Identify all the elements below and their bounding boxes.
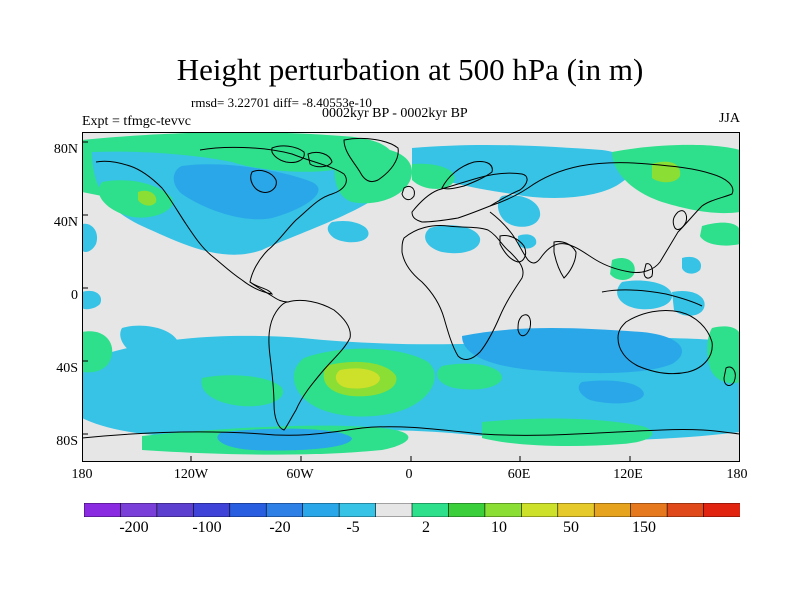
fill-region bbox=[707, 326, 740, 384]
colorbar-swatch bbox=[557, 503, 595, 517]
coastline-indonesia bbox=[601, 289, 703, 307]
coastline-europe bbox=[411, 172, 528, 223]
colorbar-swatch bbox=[375, 503, 413, 517]
colorbar-swatch bbox=[265, 503, 304, 517]
perturbation-fills bbox=[82, 132, 740, 455]
fill-region bbox=[82, 290, 102, 310]
colorbar-swatch bbox=[521, 503, 559, 517]
fill-region bbox=[98, 180, 173, 218]
coastline-madagascar bbox=[517, 314, 531, 337]
colorbar-label: -20 bbox=[269, 519, 291, 536]
lat-tick-label: 40S bbox=[56, 361, 78, 376]
coastline-africa bbox=[401, 225, 524, 360]
fill-region bbox=[437, 363, 502, 390]
fill-region bbox=[120, 325, 179, 361]
fill-region bbox=[672, 290, 705, 316]
colorbar-swatch bbox=[338, 503, 377, 517]
colorbar-swatch bbox=[593, 503, 632, 517]
fill-region bbox=[578, 380, 644, 404]
axis-ticks bbox=[82, 141, 740, 462]
fill-region bbox=[610, 257, 635, 280]
colorbar-swatch bbox=[448, 503, 486, 517]
lat-tick-label: 0 bbox=[71, 288, 78, 303]
fill-region bbox=[462, 328, 682, 374]
fill-region bbox=[82, 223, 98, 252]
coastline-scandinavia bbox=[441, 161, 493, 190]
season-label: JJA bbox=[718, 111, 740, 126]
fill-region bbox=[138, 190, 157, 206]
colorbar-swatch bbox=[302, 503, 340, 517]
fill-region bbox=[617, 280, 673, 310]
coastline-asia bbox=[489, 162, 734, 273]
colorbar-swatch bbox=[193, 503, 231, 517]
coastline-india bbox=[553, 241, 577, 279]
coastline-hudson-bay bbox=[250, 169, 277, 193]
coastline-south-america bbox=[268, 299, 351, 431]
lon-tick-label: 0 bbox=[405, 467, 413, 482]
colorbar-swatch bbox=[666, 503, 705, 517]
colorbar-swatch bbox=[120, 503, 158, 517]
coastline-japan bbox=[672, 210, 687, 230]
colorbar-swatch bbox=[84, 503, 122, 517]
fill-region bbox=[335, 368, 380, 389]
colorbar-swatch bbox=[484, 503, 523, 517]
coastline-central-america bbox=[249, 281, 289, 303]
lon-tick-label: 180 bbox=[71, 467, 93, 482]
colorbar-label: 50 bbox=[563, 519, 579, 536]
colorbar-swatch bbox=[630, 503, 668, 517]
stats-line: rmsd= 3.22701 diff= -8.40553e-10 bbox=[191, 95, 372, 110]
coastline-philippines bbox=[643, 263, 653, 279]
colorbar-swatch bbox=[703, 503, 740, 517]
lon-tick-label: 60W bbox=[286, 467, 314, 482]
map-title: Height perturbation at 500 hPa (in m) bbox=[176, 52, 644, 87]
coastline-arabia bbox=[499, 235, 527, 263]
colorbar-label: -100 bbox=[192, 519, 222, 536]
fill-region bbox=[700, 222, 740, 246]
colorbar-swatch bbox=[156, 503, 195, 517]
colorbar bbox=[84, 503, 740, 517]
fill-region bbox=[201, 375, 283, 407]
colorbar-label: -200 bbox=[119, 519, 149, 536]
coastlines bbox=[82, 137, 740, 439]
fill-region bbox=[173, 164, 319, 220]
fill-region bbox=[334, 147, 412, 204]
fill-region bbox=[82, 331, 113, 373]
colorbar-swatch bbox=[411, 503, 450, 517]
period-label: 0002kyr BP - 0002kyr BP bbox=[322, 106, 468, 121]
coastline-greenland bbox=[343, 137, 399, 183]
lon-tick-label: 120W bbox=[173, 467, 209, 482]
coastline-antarctica bbox=[82, 426, 740, 439]
lat-tick-label: 80N bbox=[53, 142, 78, 157]
colorbar-swatch bbox=[229, 503, 267, 517]
lon-tick-label: 120E bbox=[613, 467, 643, 482]
coastline-arctic-islands bbox=[271, 145, 333, 168]
experiment-label: Expt = tfmgc-tevvc bbox=[82, 114, 191, 129]
fill-region bbox=[425, 225, 481, 254]
colorbar-label: 10 bbox=[491, 519, 507, 536]
fill-region bbox=[412, 163, 455, 189]
colorbar-label: 2 bbox=[422, 519, 430, 536]
lon-tick-label: 60E bbox=[507, 467, 531, 482]
lat-tick-label: 80S bbox=[56, 434, 78, 449]
coastline-australia bbox=[617, 309, 713, 375]
lon-tick-label: 180 bbox=[726, 467, 748, 482]
colorbar-label: -5 bbox=[346, 519, 360, 536]
colorbar-label: 150 bbox=[632, 519, 656, 536]
fill-region bbox=[327, 220, 369, 243]
coastline-british-isles bbox=[401, 185, 415, 201]
lat-tick-label: 40N bbox=[53, 215, 78, 230]
fill-region bbox=[497, 195, 541, 227]
coastline-north-america bbox=[95, 146, 347, 295]
fill-region bbox=[482, 418, 653, 446]
world-map-plot bbox=[82, 132, 740, 462]
fill-region bbox=[682, 256, 702, 274]
coastline-new-zealand bbox=[723, 366, 736, 386]
